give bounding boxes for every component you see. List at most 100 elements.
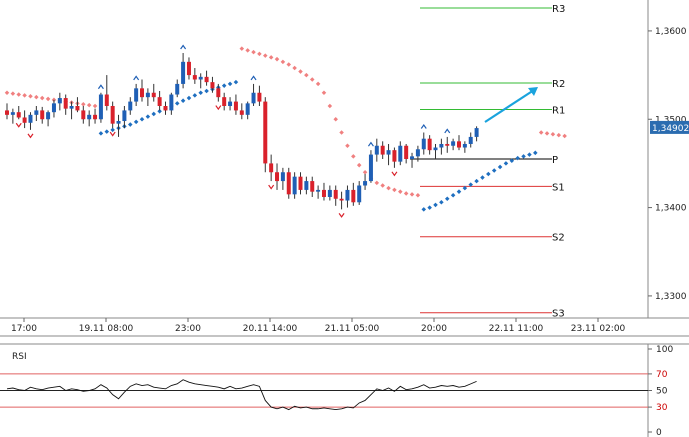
sar-dot-upper — [415, 192, 421, 198]
sar-dot-upper — [81, 101, 86, 107]
rsi-tick-label: 0 — [656, 428, 662, 437]
candle-body — [163, 106, 168, 111]
candle-body — [327, 189, 332, 197]
candle-body — [433, 147, 438, 151]
candle-body — [98, 94, 103, 120]
sar-dot-upper — [403, 191, 409, 196]
time-tick-label: 23.11 02:00 — [571, 324, 626, 334]
sar-dot-lower — [139, 116, 145, 122]
rsi-tick-label: 100 — [656, 345, 673, 355]
rsi-panel: RSI 100 70 50 30 0 — [0, 345, 673, 437]
candle-body — [280, 172, 285, 182]
sar-dot-upper — [39, 95, 45, 101]
sar-dot-lower — [421, 207, 427, 212]
fractal-up-marker — [133, 75, 140, 81]
sar-dot-upper — [239, 46, 245, 51]
sar-dot-upper — [286, 62, 292, 67]
pivot-label-s1: S1 — [552, 182, 565, 193]
sar-dot-upper — [245, 48, 250, 53]
time-axis: 17:00 19.11 08:00 23:00 20.11 14:00 21.11 05… — [11, 318, 626, 334]
fractal-up-marker — [97, 84, 104, 90]
candle-body — [128, 101, 133, 111]
candle-body — [275, 172, 280, 182]
candle-body — [292, 176, 297, 195]
sar-dot-upper — [22, 93, 27, 98]
sar-dot-upper — [28, 94, 33, 99]
rsi-tick-label: 70 — [656, 370, 668, 380]
fractal-down-marker — [109, 131, 116, 137]
price-tick-label: 1,3500 — [655, 115, 687, 125]
current-price-label: 1,34902 — [652, 124, 689, 134]
candle-body — [245, 103, 250, 115]
candle-body — [368, 154, 373, 182]
sar-dot-lower — [227, 81, 233, 87]
sar-dot-upper — [251, 49, 256, 55]
candle-body — [380, 145, 385, 155]
candle-body — [87, 114, 92, 120]
fractal-up-marker — [367, 141, 374, 147]
candle-body — [169, 94, 174, 111]
current-price-tag: 1,34902 — [650, 120, 689, 134]
candle-body — [63, 98, 68, 109]
candle-body — [222, 97, 227, 106]
price-tick-label: 1,3600 — [655, 27, 687, 37]
sar-dot-lower — [104, 129, 110, 134]
candle-body — [439, 143, 444, 148]
trend-arrow — [484, 87, 538, 123]
candle-body — [316, 189, 321, 192]
candle-body — [363, 181, 368, 186]
trend-arrow-shaft — [484, 89, 535, 123]
sar-dot-lower — [509, 158, 515, 164]
candle-body — [69, 106, 74, 109]
candle-body — [398, 145, 403, 162]
sar-dot-upper — [309, 77, 315, 82]
time-tick-label: 17:00 — [11, 324, 37, 334]
candle-body — [421, 138, 426, 150]
candle-body — [175, 83, 180, 95]
pivot-label-s2: S2 — [552, 233, 565, 244]
sar-dot-lower — [157, 109, 162, 114]
pivot-label-r2: R2 — [552, 79, 565, 90]
sar-dot-lower — [192, 93, 198, 98]
candle-body — [251, 92, 256, 104]
candle-body — [263, 101, 268, 164]
candle-body — [239, 110, 244, 115]
time-tick-label: 23:00 — [175, 324, 201, 334]
rsi-tick-label: 50 — [656, 387, 668, 397]
rsi-tick-label: 30 — [656, 403, 668, 413]
sar-dot-lower — [233, 79, 239, 85]
candle-body — [5, 110, 9, 115]
price-tick-label: 1,3400 — [655, 204, 687, 214]
sar-dot-lower — [427, 205, 432, 210]
candle-body — [468, 136, 473, 144]
sar-dot-upper — [351, 154, 356, 159]
sar-dot-lower — [110, 127, 115, 133]
candle-body — [386, 150, 391, 155]
trend-arrow-head — [528, 87, 538, 96]
candle-body — [122, 110, 127, 122]
candle-body — [310, 181, 315, 192]
sar-dot-lower — [474, 178, 479, 184]
candle-body — [286, 172, 291, 195]
candle-body — [451, 141, 456, 146]
fractal-down-marker — [338, 213, 345, 218]
time-tick-label: 19.11 08:00 — [79, 324, 134, 334]
sar-dot-upper — [386, 185, 391, 191]
time-tick-label: 20:00 — [421, 324, 447, 334]
candle-body — [157, 97, 162, 106]
candle-body — [22, 117, 27, 123]
fractal-down-marker — [268, 184, 275, 190]
sar-dot-upper — [86, 102, 92, 108]
sar-dot-lower — [98, 131, 104, 136]
candle-body — [269, 163, 274, 173]
candle-body — [57, 98, 62, 104]
pivot-label-s3: S3 — [552, 309, 565, 320]
candle-body — [216, 88, 221, 98]
pivot-levels: R3 R2 R1 P S1 S2 S3 — [410, 4, 565, 320]
fractal-up-marker — [444, 128, 451, 134]
candle-body — [339, 198, 344, 201]
time-tick-label: 22.11 11:00 — [489, 324, 544, 334]
rsi-line — [6, 379, 477, 411]
candle-body — [34, 110, 39, 115]
candle-body — [151, 92, 156, 98]
